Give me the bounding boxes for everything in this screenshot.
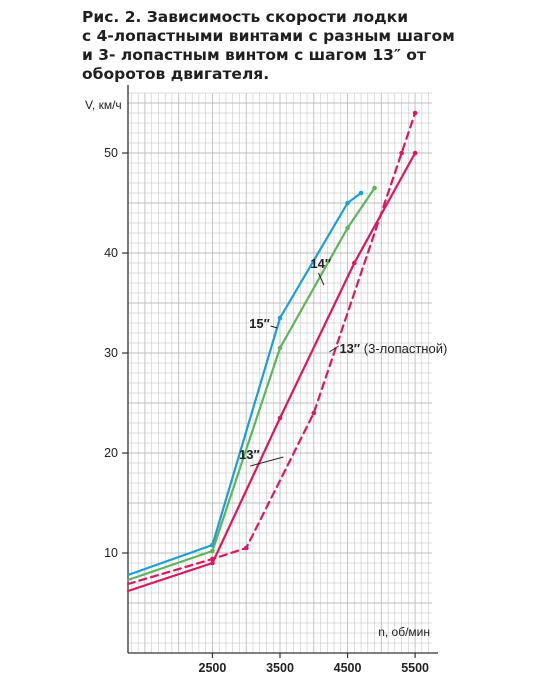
- series-label-leader: [270, 325, 278, 329]
- title-line-1: Рис. 2. Зависимость скорости лодки: [82, 8, 409, 26]
- x-axis-label: n, об/мин: [378, 625, 430, 639]
- series-label-4: 13″ (3-лопастной): [339, 341, 447, 356]
- series-label-1: 15″: [249, 316, 270, 331]
- chart-grid: [128, 92, 432, 653]
- x-tick-label: 3500: [266, 661, 294, 675]
- data-point: [243, 545, 249, 551]
- y-tick-label: 20: [104, 446, 118, 460]
- series-label-leader: [329, 345, 340, 353]
- data-point: [412, 150, 418, 156]
- x-tick-label: 5500: [401, 661, 429, 675]
- chart-labels: 15″ 14″ 13″ 13″ (3-лопастной): [239, 256, 447, 467]
- series-label-2: 14″: [310, 256, 331, 271]
- data-point: [277, 415, 283, 421]
- series-label-3: 13″: [239, 447, 260, 462]
- data-point: [372, 185, 377, 191]
- data-point: [412, 110, 418, 116]
- title-line-4: оборотов двигателя.: [82, 65, 270, 83]
- data-point: [210, 556, 215, 562]
- title-line-2: с 4-лопастными винтами с разным шагом: [82, 27, 455, 45]
- data-point: [277, 345, 283, 351]
- data-point: [345, 225, 350, 231]
- y-tick-label: 10: [104, 546, 118, 560]
- data-point: [358, 190, 364, 196]
- series-label-leader: [318, 272, 325, 286]
- title-line-3: и 3- лопастным винтом с шагом 13″ от: [82, 46, 426, 64]
- chart-axes: 10 20 30 40 50 2500 3500 4500 5500 V, км/ч n, об/м…: [85, 85, 438, 675]
- data-point: [311, 410, 317, 416]
- y-tick-label: 50: [104, 146, 118, 160]
- x-tick-label: 4500: [334, 661, 362, 675]
- data-point: [210, 548, 215, 554]
- x-tick-label: 2500: [199, 661, 227, 675]
- data-point: [277, 315, 283, 321]
- y-tick-label: 30: [104, 346, 118, 360]
- data-point: [352, 260, 357, 266]
- data-point: [399, 150, 404, 156]
- data-point: [210, 560, 215, 566]
- data-point: [345, 200, 350, 206]
- series-line-4: [126, 111, 417, 586]
- y-axis-label: V, км/ч: [85, 98, 122, 112]
- y-tick-label: 40: [104, 246, 118, 260]
- chart-series: [126, 110, 418, 593]
- chart-title: Рис. 2. Зависимость скорости лодки с 4-л…: [82, 8, 542, 84]
- series-line-1: [126, 191, 363, 577]
- series-label-leader: [250, 456, 284, 467]
